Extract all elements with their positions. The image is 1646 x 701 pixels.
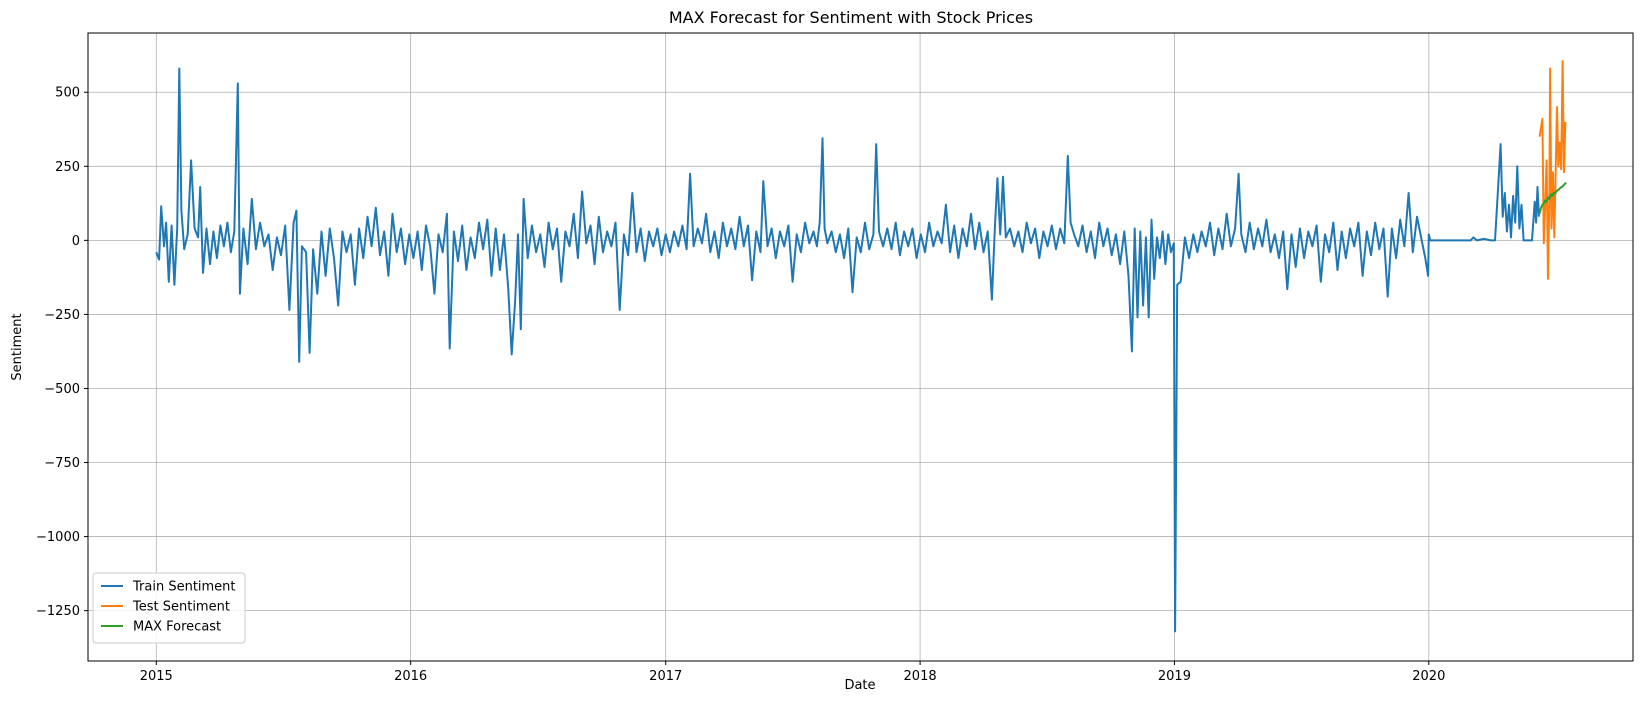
legend-label: Test Sentiment xyxy=(132,600,230,615)
chart-title: MAX Forecast for Sentiment with Stock Pr… xyxy=(669,8,1033,27)
legend: Train Sentiment Test Sentiment MAX Forecas… xyxy=(92,572,246,644)
x-tick-label: 2016 xyxy=(394,669,427,684)
x-tick-label: 2015 xyxy=(140,669,173,684)
x-tick-label: 2018 xyxy=(904,669,937,684)
legend-box xyxy=(92,572,246,644)
y-tick-label: −1250 xyxy=(36,604,80,619)
legend-label: Train Sentiment xyxy=(132,580,236,595)
y-axis-title: Sentiment xyxy=(10,313,25,380)
train-sentiment-line xyxy=(155,67,1540,633)
y-tick-label: −750 xyxy=(44,456,80,471)
x-tick-label: 2017 xyxy=(649,669,682,684)
x-axis-title: Date xyxy=(844,678,875,693)
y-tick-label: −250 xyxy=(44,308,80,323)
x-tick-label: 2019 xyxy=(1158,669,1191,684)
y-tick-label: 500 xyxy=(55,86,80,101)
y-tick-label: 0 xyxy=(72,234,80,249)
max-forecast-line xyxy=(1538,181,1567,214)
tick-layer: 500 250 0 −250 −500 −750 −1000 −1250 2015 2016 201… xyxy=(36,86,1445,684)
y-tick-label: −1000 xyxy=(36,530,80,545)
test-sentiment-line xyxy=(1538,60,1567,280)
y-tick-label: 250 xyxy=(55,160,80,175)
series-layer xyxy=(155,60,1567,633)
y-tick-label: −500 xyxy=(44,382,80,397)
x-tick-label: 2020 xyxy=(1412,669,1445,684)
plot-frame xyxy=(87,32,1634,662)
legend-label: MAX Forecast xyxy=(133,620,221,635)
